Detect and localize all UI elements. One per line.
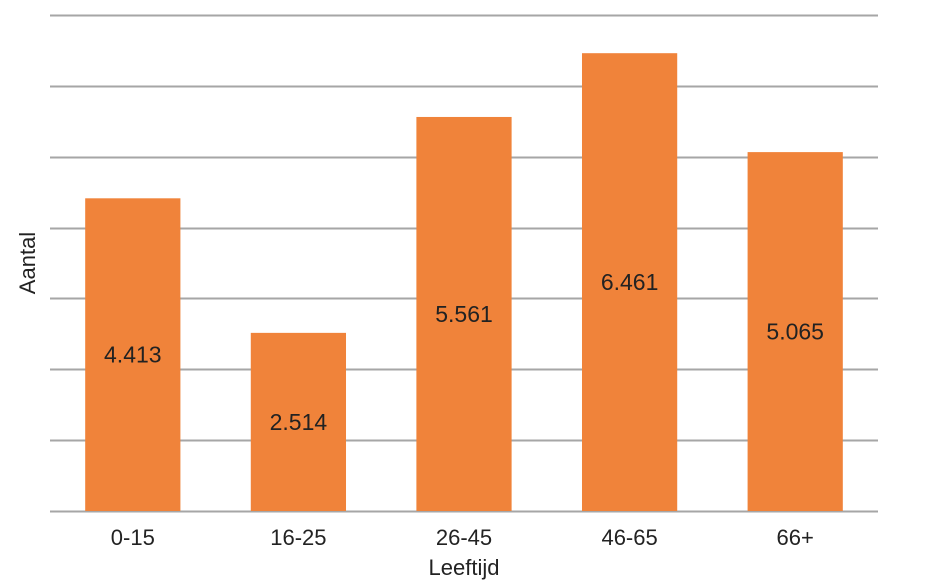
data-label-0-15: 4.413 bbox=[104, 342, 162, 368]
x-axis-title: Leeftijd bbox=[429, 555, 500, 580]
x-tick-label-66+: 66+ bbox=[777, 525, 814, 550]
data-label-16-25: 2.514 bbox=[270, 409, 328, 435]
data-label-26-45: 5.561 bbox=[435, 301, 493, 327]
x-tick-label-46-65: 46-65 bbox=[601, 525, 657, 550]
bars bbox=[85, 53, 843, 511]
bar-46-65 bbox=[581, 53, 678, 511]
bar-26-45 bbox=[416, 116, 512, 511]
y-axis-title: Aantal bbox=[15, 232, 40, 294]
data-label-46-65: 6.461 bbox=[601, 269, 659, 295]
x-axis-tick-labels: 0-15 16-25 26-45 46-65 66+ bbox=[111, 525, 814, 550]
x-tick-label-0-15: 0-15 bbox=[111, 525, 155, 550]
data-labels: 4.413 2.514 5.561 6.461 5.065 bbox=[104, 269, 824, 435]
bar-16-25 bbox=[250, 332, 347, 511]
bar-0-15 bbox=[85, 198, 181, 511]
bar-66+ bbox=[747, 152, 843, 511]
x-tick-label-26-45: 26-45 bbox=[436, 525, 492, 550]
data-label-66+: 5.065 bbox=[766, 319, 824, 345]
x-tick-label-16-25: 16-25 bbox=[270, 525, 326, 550]
